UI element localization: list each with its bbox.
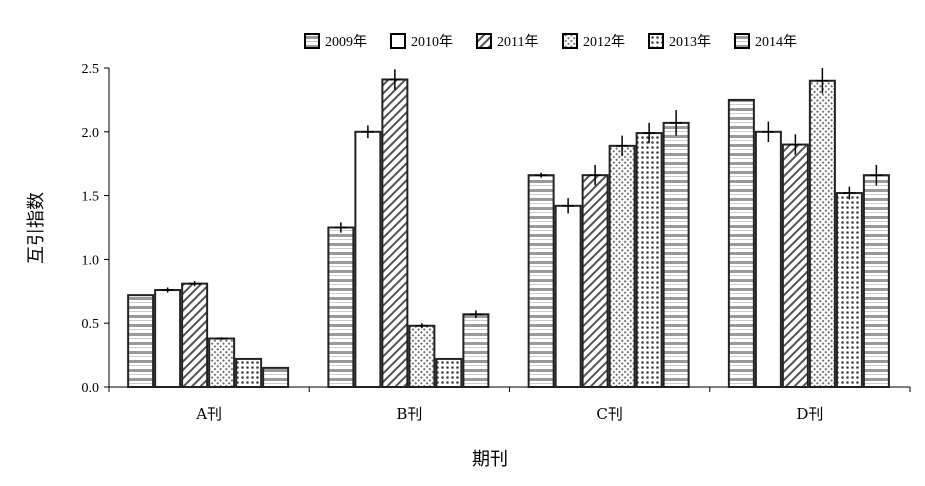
y-tick-label: 1.0 bbox=[82, 253, 100, 268]
y-tick-label: 2.5 bbox=[82, 62, 100, 77]
bar bbox=[527, 174, 555, 388]
bar bbox=[635, 132, 663, 388]
x-axis-title: 期刊 bbox=[472, 449, 508, 470]
legend-label: 2014年 bbox=[755, 34, 797, 50]
bar bbox=[462, 313, 490, 389]
legend-label: 2010年 bbox=[411, 34, 453, 50]
bar bbox=[435, 357, 463, 389]
y-axis-title: 互引指数 bbox=[26, 192, 47, 264]
legend-swatch bbox=[734, 33, 750, 49]
bar bbox=[808, 79, 836, 388]
legend-label: 2009年 bbox=[325, 34, 367, 50]
bar bbox=[754, 130, 782, 388]
legend: 2009年 2010年 2011年 2012年 2013年 2014年 bbox=[304, 33, 797, 50]
bar bbox=[154, 289, 182, 388]
bar bbox=[208, 337, 236, 388]
bar bbox=[608, 144, 636, 388]
legend-swatch bbox=[562, 33, 578, 49]
bar bbox=[381, 78, 409, 388]
x-category-label: D刊 bbox=[796, 405, 823, 423]
bar bbox=[862, 174, 890, 388]
bar bbox=[127, 294, 155, 388]
legend-swatch bbox=[476, 33, 492, 49]
y-tick-label: 2.0 bbox=[82, 126, 100, 141]
bar bbox=[181, 282, 209, 389]
bar bbox=[327, 226, 355, 388]
bar bbox=[835, 192, 863, 388]
bar bbox=[781, 143, 809, 388]
bar bbox=[581, 174, 609, 388]
bar bbox=[727, 98, 755, 389]
legend-label: 2013年 bbox=[669, 34, 711, 50]
bar bbox=[235, 357, 263, 389]
y-tick-label: 0.0 bbox=[82, 381, 100, 396]
legend-swatch bbox=[304, 33, 320, 49]
y-tick-label: 1.5 bbox=[82, 190, 100, 205]
bars bbox=[127, 78, 890, 389]
x-ticks: A刊 B刊 C刊 D刊 bbox=[108, 387, 911, 423]
legend-label: 2012年 bbox=[583, 34, 625, 50]
y-tick-label: 0.5 bbox=[82, 317, 100, 332]
bar bbox=[408, 324, 436, 389]
x-category-label: C刊 bbox=[596, 405, 622, 423]
x-category-label: A刊 bbox=[195, 405, 222, 423]
bar bbox=[662, 121, 690, 388]
bar bbox=[554, 204, 582, 388]
legend-swatch bbox=[390, 33, 406, 49]
y-ticks: 0.0 0.5 1.0 1.5 2.0 2.5 bbox=[82, 62, 109, 396]
x-category-label: B刊 bbox=[396, 405, 422, 423]
bar bbox=[262, 366, 290, 388]
legend-swatch bbox=[648, 33, 664, 49]
bar bbox=[354, 130, 382, 388]
legend-label: 2011年 bbox=[497, 34, 538, 50]
error-bars bbox=[161, 68, 883, 340]
